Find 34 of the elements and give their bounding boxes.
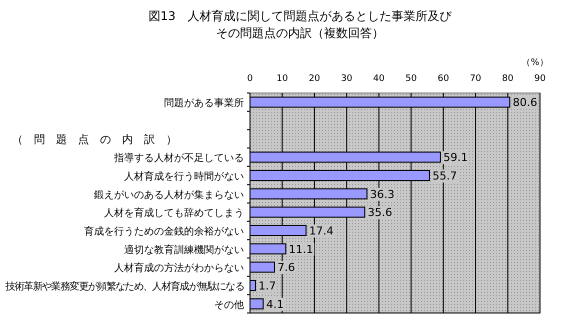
text: （ 問 題 点 の 内 訳 ） bbox=[12, 132, 177, 146]
data-label: 17.4 bbox=[309, 224, 334, 238]
data-label: 59.1 bbox=[443, 151, 468, 164]
y-tick-label: 人材を育成しても辞めてしまう bbox=[104, 207, 244, 220]
y-tick-label: 育成を行うための金銭的余裕がない bbox=[84, 226, 244, 238]
y-tick-label: 適切な教育訓練機関がない bbox=[124, 244, 244, 256]
x-tick-label: 80 bbox=[502, 74, 514, 84]
y-tick-label: その他 bbox=[214, 298, 244, 311]
y-tick-label: 技術革新や業務変更が頻繁なため、人材育成が無駄になる bbox=[4, 280, 244, 292]
x-tick-label: 0 bbox=[247, 74, 254, 84]
data-label: 4.1 bbox=[266, 298, 284, 311]
y-tick-label: 指導する人材が不足している bbox=[113, 152, 244, 164]
x-tick-label: 50 bbox=[405, 74, 418, 84]
y-tick-label: 人材育成を行う時間がない bbox=[124, 170, 244, 182]
data-label: 35.6 bbox=[368, 206, 392, 220]
data-label: 1.7 bbox=[258, 280, 276, 292]
chart-subtitle: その問題点の内訳（複数回答） bbox=[216, 26, 384, 40]
data-label: 7.6 bbox=[277, 261, 295, 274]
data-label: 80.6 bbox=[512, 96, 538, 110]
y-tick-label: 問題がある事業所 bbox=[164, 97, 244, 110]
y-tick-label: 人材育成の方法がわからない bbox=[114, 262, 244, 274]
x-tick-label: 20 bbox=[308, 74, 320, 84]
x-tick-label: 30 bbox=[340, 74, 353, 84]
x-tick-label: 10 bbox=[276, 74, 288, 84]
y-tick-label: 鍛えがいのある人材が集まらない bbox=[94, 188, 244, 201]
x-tick-label: 90 bbox=[534, 74, 546, 84]
x-axis-title: （%） bbox=[522, 58, 548, 68]
data-label: 11.1 bbox=[288, 242, 314, 256]
x-tick-label: 70 bbox=[470, 74, 482, 84]
data-label: 36.3 bbox=[370, 188, 394, 201]
x-tick-label: 60 bbox=[438, 74, 450, 84]
x-tick-label: 40 bbox=[373, 74, 385, 84]
chart-title: 図13 人材育成に関して問題点があるとした事業所及び bbox=[148, 9, 453, 23]
data-label: 55.7 bbox=[432, 170, 457, 182]
